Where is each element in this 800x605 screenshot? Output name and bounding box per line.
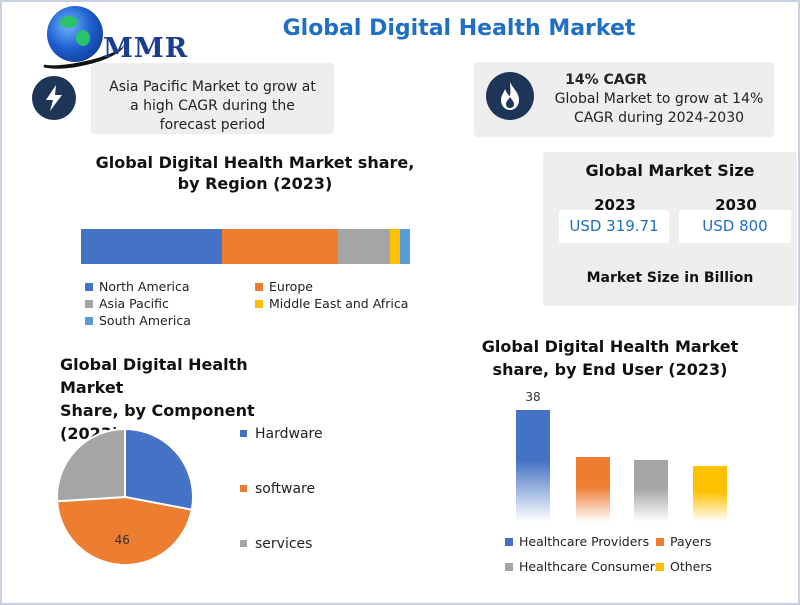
- component-chart-title: Global Digital Health Market Share, by C…: [60, 353, 300, 445]
- region-chart-title: Global Digital Health Market share, by R…: [90, 152, 420, 194]
- bar-healthcare-providers: [516, 410, 550, 522]
- legend-swatch: [255, 299, 263, 308]
- legend-swatch: [240, 484, 247, 492]
- pie-slice-software: [56, 495, 193, 566]
- legend-label: Asia Pacific: [99, 296, 169, 311]
- market-size-title: Global Market Size: [585, 161, 755, 180]
- market-value-2023: USD 319.71: [559, 210, 669, 243]
- legend-item-services: services: [240, 536, 312, 552]
- callout-line: CAGR during 2024-2030: [573, 110, 745, 126]
- chart-title-line: by Region (2023): [177, 174, 333, 193]
- callout-line: Asia Pacific Market to grow at: [109, 79, 316, 95]
- legend-label: Others: [670, 559, 713, 574]
- chart-title-line: Global Digital Health Market: [481, 337, 739, 356]
- market-year-2023: 2023: [594, 196, 636, 214]
- legend-label: Payers: [670, 534, 712, 549]
- legend-label: software: [255, 481, 316, 497]
- bar-segment-europe: [222, 229, 338, 264]
- legend-item-middle-east-and-africa: Middle East and Africa: [255, 296, 408, 312]
- legend-item-hardware: Hardware: [240, 426, 323, 442]
- market-size-note: Market Size in Billion: [586, 270, 754, 286]
- legend-item-software: software: [240, 481, 315, 497]
- bar-data-label: 38: [525, 390, 541, 404]
- legend-item-healthcare-consumers: Healthcare Consumers: [505, 559, 661, 575]
- callout-line: Global Market to grow at 14%: [554, 91, 764, 107]
- cagr-callout: 14% CAGR Global Market to grow at 14% CA…: [474, 62, 774, 137]
- cagr-heading: 14% CAGR: [565, 72, 647, 88]
- bar-segment-asia-pacific: [337, 229, 391, 264]
- asia-pacific-callout: Asia Pacific Market to grow at a high CA…: [91, 63, 334, 134]
- legend-swatch: [240, 539, 247, 547]
- legend-swatch: [656, 562, 664, 571]
- lightning-bolt-icon: [32, 76, 76, 120]
- legend-label: Hardware: [255, 426, 323, 442]
- bar-others: [693, 466, 727, 522]
- legend-swatch: [505, 562, 513, 571]
- legend-swatch: [240, 429, 247, 437]
- legend-item-europe: Europe: [255, 279, 313, 295]
- pie-slice-services: [56, 427, 126, 503]
- legend-label: Healthcare Providers: [519, 534, 650, 549]
- globe-land-shape: [76, 30, 90, 46]
- legend-item-asia-pacific: Asia Pacific: [85, 296, 169, 312]
- legend-swatch: [255, 282, 263, 291]
- bar-payers: [576, 457, 610, 522]
- legend-label: Healthcare Consumers: [519, 559, 662, 574]
- component-pie-chart: 46: [56, 427, 194, 566]
- globe-icon: [47, 6, 103, 62]
- page-title: Global Digital Health Market: [282, 16, 636, 41]
- chart-title-line: share, by End User (2023): [492, 360, 728, 379]
- market-year-2030: 2030: [715, 196, 757, 214]
- bar-segment-south-america: [400, 229, 410, 264]
- legend-item-payers: Payers: [656, 534, 711, 550]
- pie-slice-hardware: [124, 427, 194, 511]
- legend-swatch: [85, 316, 93, 325]
- legend-swatch: [85, 282, 93, 291]
- legend-item-north-america: North America: [85, 279, 190, 295]
- legend-swatch: [505, 537, 513, 546]
- legend-label: services: [255, 536, 313, 552]
- pie-data-label: 46: [115, 533, 130, 547]
- callout-line: a high CAGR during the: [130, 98, 295, 114]
- legend-label: South America: [99, 313, 191, 328]
- callout-line: forecast period: [159, 117, 266, 133]
- logo-text: MMR: [103, 33, 189, 64]
- legend-swatch: [656, 537, 664, 546]
- legend-label: Europe: [269, 279, 313, 294]
- legend-item-healthcare-providers: Healthcare Providers: [505, 534, 649, 550]
- chart-title-line: Global Digital Health Market share,: [95, 153, 415, 172]
- legend-label: North America: [99, 279, 190, 294]
- legend-swatch: [85, 299, 93, 308]
- end-user-chart-title: Global Digital Health Market share, by E…: [470, 335, 750, 381]
- legend-label: Middle East and Africa: [269, 296, 409, 311]
- bar-segment-north-america: [81, 229, 223, 264]
- flame-icon: [486, 72, 534, 120]
- legend-item-others: Others: [656, 559, 712, 575]
- globe-land-shape: [60, 16, 78, 28]
- bar-segment-middle-east-and-africa: [390, 229, 401, 264]
- chart-title-line: Global Digital Health Market: [60, 355, 248, 397]
- market-value-2030: USD 800: [679, 210, 791, 243]
- bar-healthcare-consumers: [634, 460, 668, 522]
- legend-item-south-america: South America: [85, 313, 191, 329]
